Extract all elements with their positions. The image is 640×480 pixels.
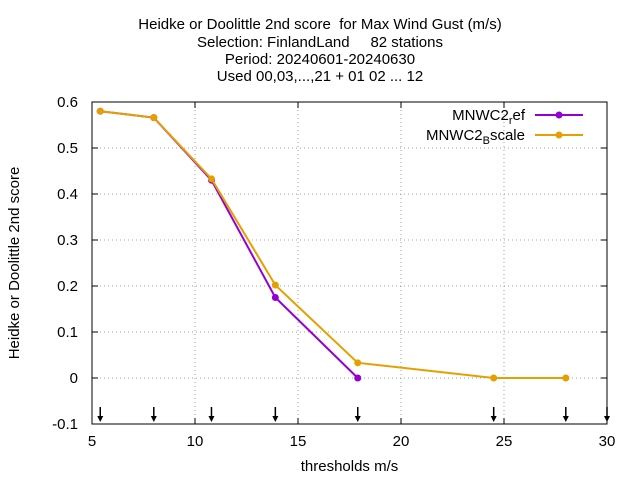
x-tick-label: 15 xyxy=(290,433,307,450)
data-point xyxy=(562,374,570,382)
x-tick-label: 5 xyxy=(88,433,96,450)
y-tick-label: 0.2 xyxy=(57,278,78,295)
data-point xyxy=(150,114,158,122)
threshold-arrow-head xyxy=(562,416,569,422)
threshold-arrows xyxy=(97,407,610,422)
chart-title-line-1: Heidke or Doolittle 2nd score for Max Wi… xyxy=(138,16,502,33)
threshold-arrow-head xyxy=(208,416,215,422)
data-point xyxy=(354,374,362,382)
data-point xyxy=(271,281,279,289)
y-tick-label: 0.3 xyxy=(57,232,78,249)
series-line xyxy=(100,110,359,379)
threshold-arrow-head xyxy=(490,416,497,422)
x-tick-label: 30 xyxy=(599,433,616,450)
chart-title-line-2: Selection: FinlandLand 82 stations xyxy=(197,34,443,51)
y-tick-label: 0.5 xyxy=(57,140,78,157)
tick-layer: 5 10 15 20 25 30 -0.1 0 0.1 0.2 0.3 0.4 0.5 0.6 xyxy=(52,94,615,450)
chart-title-line-3: Period: 20240601-20240630 xyxy=(224,51,416,68)
y-tick-label: -0.1 xyxy=(52,416,78,433)
series-layer xyxy=(96,107,570,382)
x-tick-label: 10 xyxy=(187,433,204,450)
data-point xyxy=(354,359,362,367)
x-tick-label: 20 xyxy=(393,433,410,450)
threshold-arrow-head xyxy=(150,416,157,422)
y-axis-label: Heidke or Doolittle 2nd score xyxy=(6,167,23,360)
y-tick-label: 0 xyxy=(70,370,78,387)
series-line xyxy=(100,110,566,379)
y-tick-label: 0.6 xyxy=(57,94,78,111)
threshold-arrow-head xyxy=(97,416,104,422)
legend-swatch-marker xyxy=(555,131,563,139)
grid-layer xyxy=(92,102,607,424)
data-point xyxy=(96,107,104,115)
legend-label: MNWC2ref xyxy=(452,107,526,127)
data-point xyxy=(207,175,215,183)
axis-labels: thresholds m/s Heidke or Doolittle 2nd s… xyxy=(6,167,398,475)
legend-swatch-marker xyxy=(555,111,563,119)
threshold-arrow-head xyxy=(272,416,279,422)
plot-frame xyxy=(91,101,608,425)
legend-label: MNWC2Bscale xyxy=(426,127,525,147)
threshold-arrow-head xyxy=(354,416,361,422)
data-point xyxy=(490,374,498,382)
x-tick-label: 25 xyxy=(496,433,513,450)
y-tick-label: 0.1 xyxy=(57,324,78,341)
chart-title-line-4: Used 00,03,...,21 + 01 02 ... 12 xyxy=(216,68,424,85)
data-point xyxy=(271,294,279,301)
y-tick-label: 0.4 xyxy=(57,186,78,203)
x-axis-label: thresholds m/s xyxy=(301,458,399,475)
